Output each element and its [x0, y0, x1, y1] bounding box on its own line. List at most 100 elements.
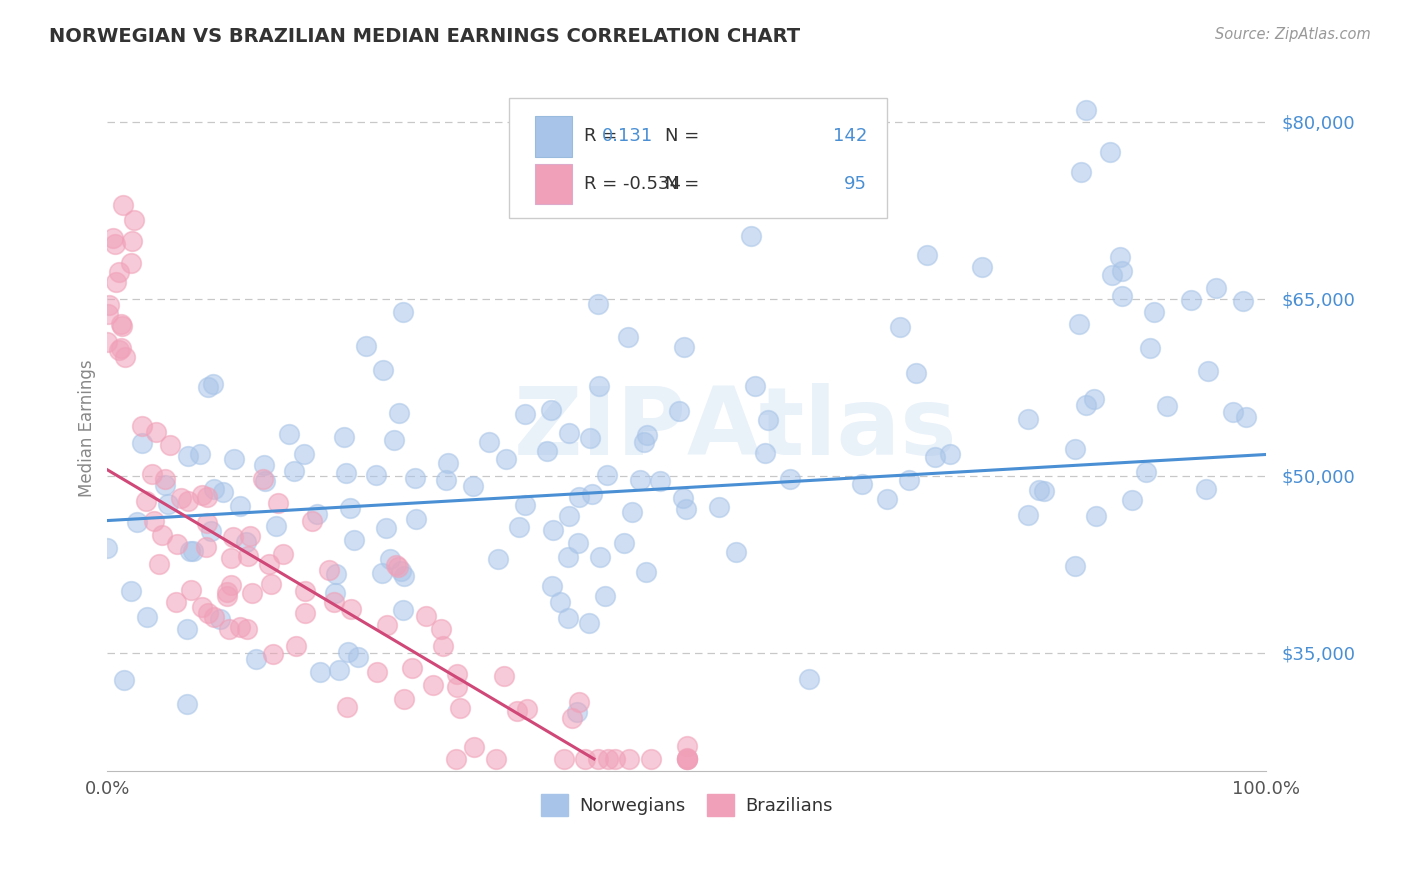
Point — [1232, 293, 1254, 308]
Point — [513, 498, 536, 512]
Point — [294, 606, 316, 620]
Point — [392, 603, 415, 617]
Point — [516, 701, 538, 715]
Point — [446, 666, 468, 681]
Point — [463, 740, 485, 755]
Point — [336, 700, 359, 714]
Point — [924, 450, 946, 465]
Point — [1135, 465, 1157, 479]
Point — [285, 640, 308, 654]
Point — [375, 618, 398, 632]
Point — [217, 589, 239, 603]
Point — [561, 711, 583, 725]
Point — [278, 427, 301, 442]
Point — [197, 606, 219, 620]
Point — [202, 377, 225, 392]
Point — [740, 229, 762, 244]
Point — [120, 256, 142, 270]
Point — [135, 494, 157, 508]
Point — [131, 436, 153, 450]
Point — [1101, 268, 1123, 282]
Point — [1070, 165, 1092, 179]
Point — [568, 695, 591, 709]
Point — [333, 430, 356, 444]
Point — [301, 514, 323, 528]
Point — [253, 474, 276, 488]
Point — [224, 451, 246, 466]
Point — [389, 564, 412, 578]
Point — [155, 472, 177, 486]
Point — [567, 490, 589, 504]
Text: R =: R = — [583, 128, 617, 145]
Point — [567, 536, 589, 550]
Point — [897, 474, 920, 488]
Text: N =: N = — [665, 128, 699, 145]
Point — [236, 549, 259, 563]
Point — [754, 446, 776, 460]
Point — [558, 425, 581, 440]
Point — [436, 456, 458, 470]
Point — [675, 752, 697, 766]
Point — [905, 366, 928, 380]
Point — [221, 550, 243, 565]
Point — [339, 501, 361, 516]
Point — [356, 339, 378, 353]
Text: 95: 95 — [845, 175, 868, 194]
Point — [446, 680, 468, 694]
Point — [574, 752, 596, 766]
Point — [1083, 392, 1105, 406]
Point — [675, 752, 697, 766]
Point — [1064, 558, 1087, 573]
Point — [675, 502, 697, 516]
Point — [202, 610, 225, 624]
Point — [382, 434, 405, 448]
Point — [323, 586, 346, 600]
Point — [200, 524, 222, 539]
Point — [364, 467, 387, 482]
Point — [197, 380, 219, 394]
Point — [505, 704, 527, 718]
Point — [463, 479, 485, 493]
Point — [415, 609, 437, 624]
Point — [586, 752, 609, 766]
Point — [579, 431, 602, 445]
Point — [1121, 492, 1143, 507]
Point — [617, 752, 640, 766]
Point — [392, 569, 415, 583]
Point — [340, 602, 363, 616]
Point — [121, 234, 143, 248]
Point — [1180, 293, 1202, 308]
FancyBboxPatch shape — [534, 164, 572, 204]
Point — [148, 558, 170, 572]
Point — [405, 512, 427, 526]
Point — [212, 484, 235, 499]
Point — [640, 752, 662, 766]
Point — [166, 537, 188, 551]
Point — [589, 550, 612, 565]
Point — [190, 599, 212, 614]
Point — [1139, 341, 1161, 355]
Point — [1028, 483, 1050, 497]
Point — [1143, 304, 1166, 318]
Point — [371, 362, 394, 376]
Point — [401, 661, 423, 675]
Point — [586, 297, 609, 311]
Point — [1017, 508, 1039, 523]
Text: 142: 142 — [832, 128, 868, 145]
Point — [380, 552, 402, 566]
Point — [633, 435, 655, 450]
Point — [557, 550, 579, 565]
Point — [1032, 483, 1054, 498]
Point — [335, 466, 357, 480]
Point — [1195, 482, 1218, 496]
Point — [170, 491, 193, 505]
Point — [264, 518, 287, 533]
Point — [492, 669, 515, 683]
Point — [142, 514, 165, 528]
Point — [194, 540, 217, 554]
Point — [204, 482, 226, 496]
Point — [1067, 317, 1090, 331]
Point — [97, 307, 120, 321]
Point — [385, 558, 408, 573]
Point — [131, 418, 153, 433]
